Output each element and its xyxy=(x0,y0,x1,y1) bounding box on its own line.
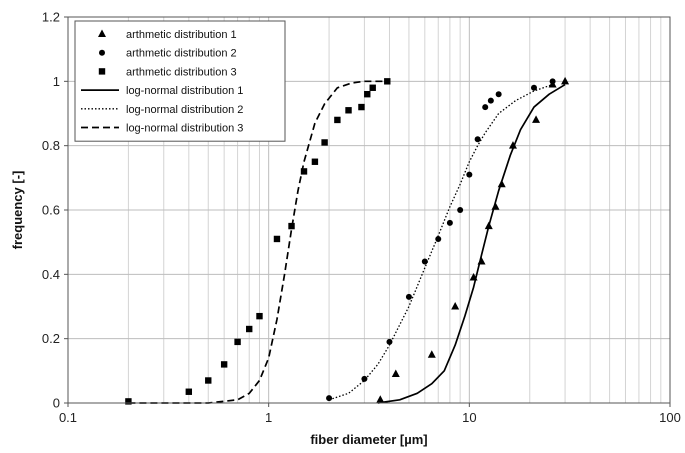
series-layer xyxy=(125,76,570,405)
series-line xyxy=(328,83,553,401)
data-point xyxy=(487,97,494,104)
legend-item: log-normal distribution 1 xyxy=(81,85,243,97)
y-tick-label: 0.4 xyxy=(42,267,60,282)
data-point xyxy=(549,78,556,85)
legend-marker xyxy=(98,29,106,37)
data-point xyxy=(482,104,489,111)
data-point xyxy=(474,136,481,143)
legend-item: arthmetic distribution 1 xyxy=(98,29,237,41)
x-axis-label: fiber diameter [µm] xyxy=(310,432,427,447)
data-point xyxy=(321,139,328,146)
x-tick-label: 0.1 xyxy=(59,410,77,425)
legend-item: log-normal distribution 3 xyxy=(81,123,243,135)
legend-item: arthmetic distribution 2 xyxy=(99,48,237,60)
y-tick-label: 0 xyxy=(53,396,60,411)
legend-item: log-normal distribution 2 xyxy=(81,104,243,116)
data-point xyxy=(561,76,570,85)
legend-label: log-normal distribution 1 xyxy=(126,85,243,97)
data-point xyxy=(358,103,365,111)
y-axis-label: frequency [-] xyxy=(10,171,25,250)
series-line xyxy=(377,83,566,404)
legend-label: arthmetic distribution 2 xyxy=(126,48,237,60)
series-3 xyxy=(125,78,391,405)
data-point xyxy=(205,377,212,384)
legend-marker xyxy=(98,68,106,75)
data-point xyxy=(446,219,453,226)
data-point xyxy=(185,388,193,395)
data-point xyxy=(435,235,442,242)
legend-marker xyxy=(99,49,105,56)
data-point xyxy=(364,91,371,98)
legend-label: arthmetic distribution 3 xyxy=(126,66,237,78)
data-point xyxy=(256,312,263,320)
data-point xyxy=(125,398,132,405)
data-point xyxy=(326,395,333,402)
legend: arthmetic distribution 1 arthmetic distri… xyxy=(74,20,286,142)
data-point xyxy=(361,375,368,382)
data-point xyxy=(334,116,341,124)
y-tick-label: 1 xyxy=(53,74,60,89)
legend-item: arthmetic distribution 3 xyxy=(98,66,237,78)
data-point xyxy=(427,350,436,358)
data-point xyxy=(345,107,352,114)
data-point xyxy=(508,141,517,149)
data-point xyxy=(405,293,412,300)
data-point xyxy=(391,369,400,378)
data-point xyxy=(234,338,241,346)
legend-box xyxy=(74,20,286,142)
legend-label: arthmetic distribution 1 xyxy=(126,29,237,41)
y-tick-label: 0.2 xyxy=(42,331,60,346)
y-tick-label: 1.2 xyxy=(42,10,60,25)
x-tick-label: 10 xyxy=(462,410,476,425)
data-point xyxy=(311,158,319,165)
data-point xyxy=(220,361,228,368)
data-point xyxy=(246,325,253,333)
data-point xyxy=(466,171,473,178)
legend-label: log-normal distribution 2 xyxy=(126,104,243,116)
data-point xyxy=(376,395,385,403)
data-point xyxy=(457,207,464,213)
series-2 xyxy=(326,78,556,402)
x-tick-label: 1 xyxy=(265,410,272,425)
series-4 xyxy=(377,83,566,404)
data-point xyxy=(300,168,308,175)
data-point xyxy=(384,78,391,85)
ticks: 0.1 1 10 100 0 0.2 0.4 0.6 0.8 1 1.2 xyxy=(42,10,681,426)
x-tick-label: 100 xyxy=(659,410,681,425)
data-point xyxy=(451,302,460,310)
legend-label: log-normal distribution 3 xyxy=(126,123,243,135)
data-point xyxy=(532,115,541,123)
data-point xyxy=(273,235,281,243)
data-point xyxy=(369,84,376,91)
data-point xyxy=(530,84,537,91)
y-tick-label: 0.8 xyxy=(42,138,60,153)
data-point xyxy=(386,338,393,345)
data-point xyxy=(495,91,502,98)
series-5 xyxy=(328,83,553,401)
y-tick-label: 0.6 xyxy=(42,203,60,218)
data-point xyxy=(421,258,428,265)
